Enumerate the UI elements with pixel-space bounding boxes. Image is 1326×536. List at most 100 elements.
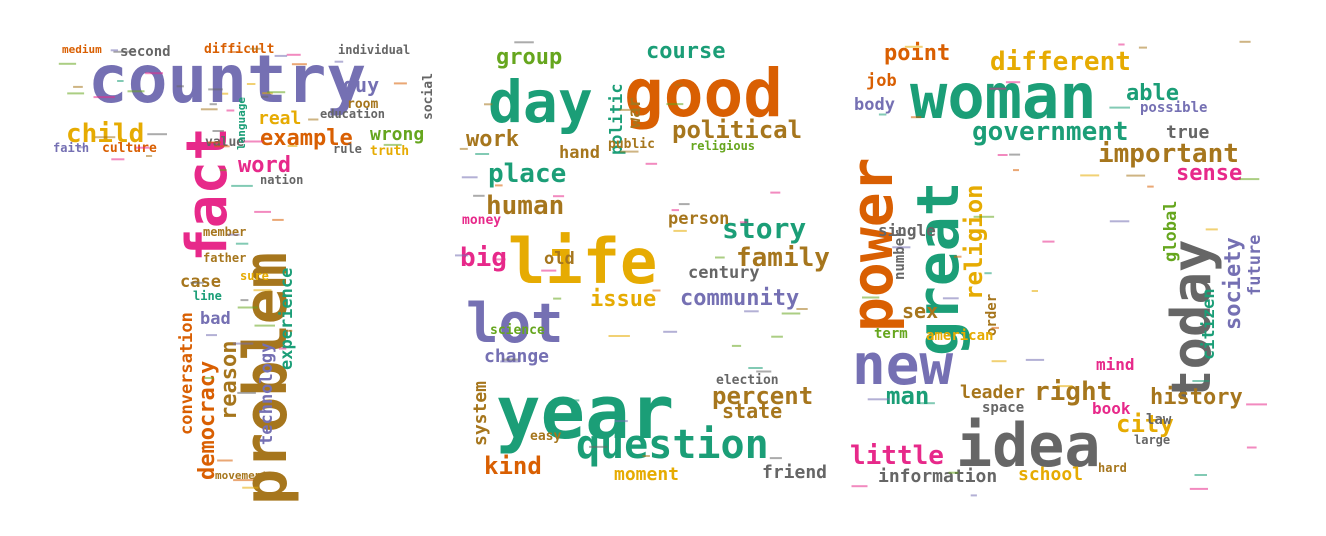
word-city: city [1116,410,1174,438]
filler-mark [287,145,298,147]
filler-mark [111,158,125,161]
word-real: real [258,108,301,129]
filler-mark [553,195,565,198]
word-member: member [203,225,246,239]
filler-mark [243,140,263,143]
word-education: education [320,107,385,121]
filler-mark [254,324,275,327]
word-work: work [466,127,519,152]
filler-mark [867,398,890,401]
filler-mark [954,255,962,258]
filler-mark [232,342,254,345]
filler-mark [997,154,1008,156]
word-school: school [1018,464,1083,485]
word-hard: hard [1098,461,1127,475]
filler-mark [233,479,254,482]
word-medium: medium [62,43,102,56]
word-new: new [852,333,953,398]
filler-mark [642,455,650,457]
word-job: job [866,71,897,91]
filler-mark [1239,40,1251,43]
filler-mark [260,95,269,98]
filler-mark [237,306,258,309]
word-culture: culture [102,141,157,156]
filler-mark [214,145,230,148]
filler-mark [892,246,911,249]
word-number: number [892,229,908,280]
word-book: book [1092,399,1131,418]
filler-mark [473,194,485,197]
word-law: law [1146,412,1172,428]
filler-mark [278,347,287,350]
filler-mark [919,402,935,405]
word-religious: religious [690,139,755,153]
filler-mark [475,153,490,155]
word-guy: guy [343,73,379,97]
filler-mark [217,459,233,462]
filler-mark [58,62,77,65]
filler-mark [204,377,214,379]
word-social: social [421,73,436,120]
word-woman: woman [910,60,1097,133]
filler-mark [678,203,690,206]
word-sense: sense [1176,161,1242,186]
filler-mark [145,72,163,75]
filler-mark [973,215,995,218]
word-single: single [878,221,936,240]
filler-mark [242,486,259,489]
filler-mark [190,281,204,284]
filler-mark [991,326,999,329]
word-sure: sure [240,269,269,283]
filler-mark [910,116,922,119]
word-possible: possible [1140,100,1207,116]
word-religion: religion [960,184,988,300]
filler-mark [589,445,608,448]
filler-mark [1005,81,1021,84]
filler-mark [127,90,145,93]
filler-mark [272,218,284,221]
word-citizen: citizen [1199,288,1219,360]
filler-mark [1194,474,1207,476]
filler-mark [235,242,249,245]
filler-mark [1189,487,1208,490]
filler-mark [1246,446,1257,449]
word-mind: mind [1096,355,1135,374]
filler-mark [619,108,633,111]
filler-mark [246,83,256,85]
filler-mark [393,82,407,85]
word-kind: kind [484,452,542,480]
filler-mark [1192,380,1210,382]
word-technology: technology [257,343,277,445]
filler-mark [1239,178,1260,181]
word-faith: faith [53,141,89,155]
filler-mark [991,360,1007,363]
filler-mark [1057,385,1073,388]
filler-mark [942,297,959,300]
filler-mark [500,360,520,363]
word-change: change [484,346,549,367]
letter-d-cluster: woman power great new idea today differe… [838,41,1265,487]
filler-mark [383,143,402,146]
filler-mark [285,329,293,332]
filler-mark [200,108,218,111]
filler-mark [77,146,86,149]
filler-mark [769,457,782,460]
word-term: term [874,326,908,342]
filler-mark [334,60,344,63]
word-information: information [878,466,997,487]
filler-mark [739,221,748,224]
word-friend: friend [762,462,827,483]
word-point: point [884,41,950,66]
filler-mark [117,80,124,82]
word-issue: issue [590,287,656,312]
filler-mark [73,85,83,88]
word-right: right [1034,377,1112,407]
filler-mark [715,256,725,259]
filler-mark [502,358,518,361]
letter-e-cluster: day good life lot year question group co… [460,39,830,485]
word-money: money [462,213,501,228]
filler-mark [989,87,1007,90]
word-language: language [235,97,248,150]
word-individual: individual [338,43,410,57]
word-rule: rule [333,142,362,156]
